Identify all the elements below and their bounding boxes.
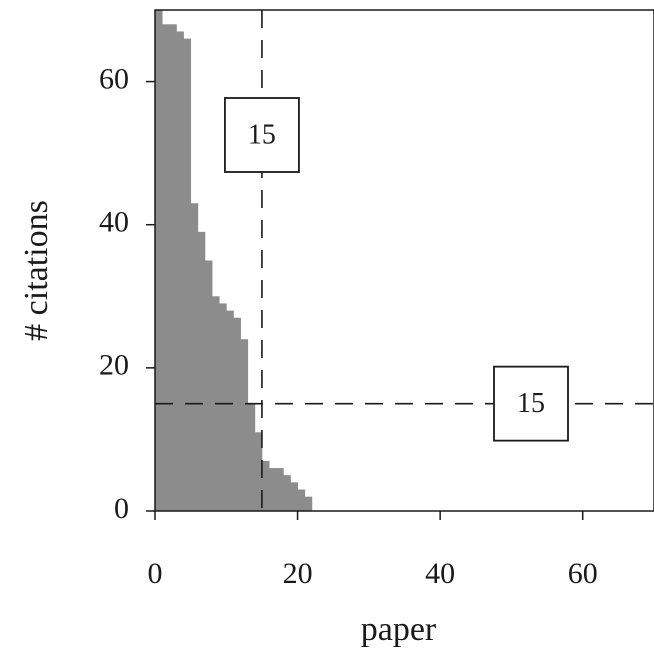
h-index-x-label: 15 <box>248 119 276 150</box>
h-index-x-box: 15 <box>224 97 300 173</box>
y-axis-ticks: 0 20 40 60 <box>99 62 155 525</box>
y-tick-label: 40 <box>99 206 129 239</box>
bar-paper-19 <box>283 475 291 511</box>
bar-paper-11 <box>226 310 234 511</box>
bar-paper-3 <box>169 24 177 512</box>
plot-frame <box>154 9 654 512</box>
citation-bars <box>155 10 313 512</box>
bar-paper-16 <box>261 460 270 511</box>
h-index-x-box-frame <box>224 97 300 173</box>
x-axis-ticks: 0 20 40 60 <box>148 511 598 590</box>
y-axis-title: # citations <box>18 200 55 341</box>
bar-paper-6 <box>190 203 199 511</box>
bar-paper-1 <box>155 10 163 511</box>
bar-paper-12 <box>233 317 241 511</box>
bar-paper-20 <box>290 482 298 511</box>
bar-paper-13 <box>240 339 249 511</box>
x-axis-title: paper <box>361 611 437 648</box>
bar-paper-2 <box>162 24 170 512</box>
y-tick-label: 60 <box>99 62 129 95</box>
bar-paper-5 <box>183 38 192 511</box>
y-tick-label: 20 <box>99 349 129 382</box>
bar-paper-8 <box>204 260 213 511</box>
bar-paper-4 <box>176 31 184 511</box>
bar-paper-21 <box>297 489 306 511</box>
x-tick-label: 40 <box>425 557 455 590</box>
bar-paper-10 <box>219 303 227 511</box>
bar-paper-22 <box>304 496 313 511</box>
bar-paper-15 <box>254 432 263 511</box>
bar-paper-14 <box>247 403 256 511</box>
h-index-y-box: 15 <box>493 365 569 442</box>
x-tick-label: 20 <box>283 557 313 590</box>
h-index-y-label: 15 <box>517 388 545 419</box>
h-index-y-box-frame <box>493 365 569 442</box>
x-tick-label: 60 <box>568 557 598 590</box>
bar-paper-18 <box>276 468 284 511</box>
y-tick-label: 0 <box>114 492 129 525</box>
bar-paper-7 <box>197 231 206 511</box>
x-tick-label: 0 <box>148 557 163 590</box>
bar-paper-17 <box>269 468 277 511</box>
